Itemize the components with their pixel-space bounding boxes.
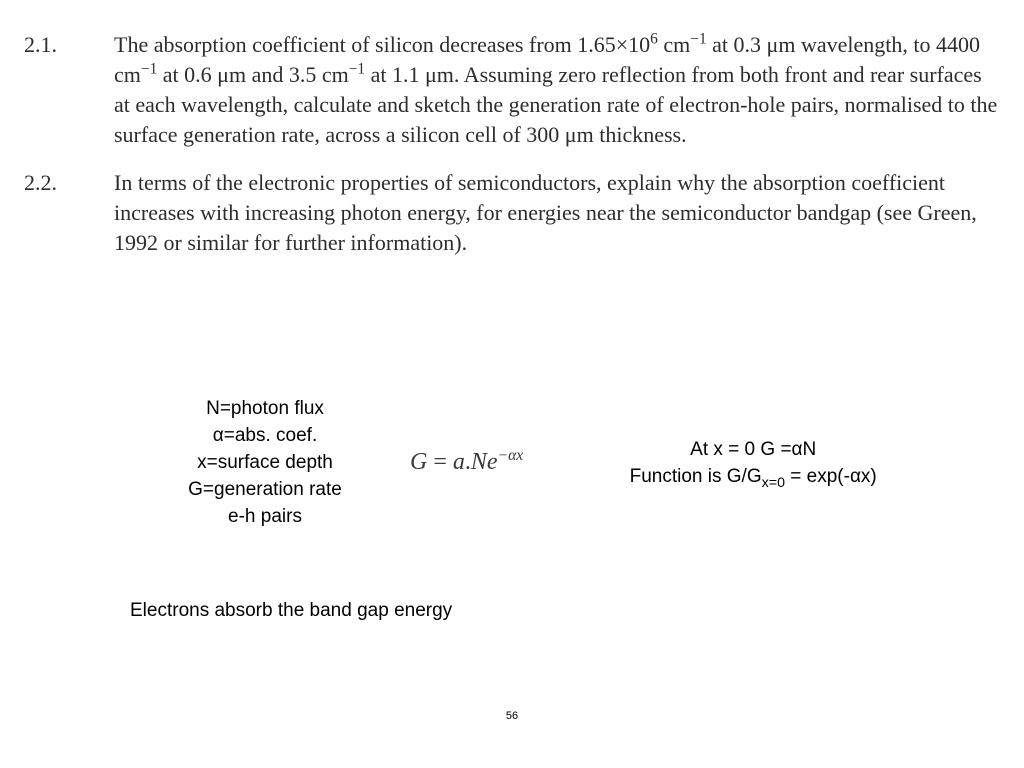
notes-row: N=photon flux α=abs. coef. x=surface dep…: [0, 395, 1024, 530]
solution-text: At x = 0 G =αN Function is G/Gx=0 = exp(…: [583, 436, 923, 490]
solution-line: Function is G/Gx=0 = exp(-αx): [583, 463, 923, 490]
solution-line: At x = 0 G =αN: [583, 436, 923, 463]
problem-text: In terms of the electronic properties of…: [114, 168, 1000, 258]
def-line: α=abs. coef.: [150, 422, 380, 449]
generation-formula: G = a.Ne−αx: [410, 449, 523, 476]
problem-item: 2.2. In terms of the electronic properti…: [24, 168, 1000, 258]
problem-number: 2.1.: [24, 30, 114, 60]
problem-number: 2.2.: [24, 168, 114, 198]
problem-text: The absorption coefficient of silicon de…: [114, 30, 1000, 150]
problem-item: 2.1. The absorption coefficient of silic…: [24, 30, 1000, 150]
def-line: N=photon flux: [150, 395, 380, 422]
slide: 2.1. The absorption coefficient of silic…: [0, 0, 1024, 768]
variable-definitions: N=photon flux α=abs. coef. x=surface dep…: [150, 395, 380, 530]
def-line: e-h pairs: [150, 503, 380, 530]
page-number: 56: [0, 710, 1024, 722]
conclusion-text: Electrons absorb the band gap energy: [130, 600, 452, 622]
def-line: G=generation rate: [150, 476, 380, 503]
def-line: x=surface depth: [150, 449, 380, 476]
problem-list: 2.1. The absorption coefficient of silic…: [24, 30, 1000, 276]
